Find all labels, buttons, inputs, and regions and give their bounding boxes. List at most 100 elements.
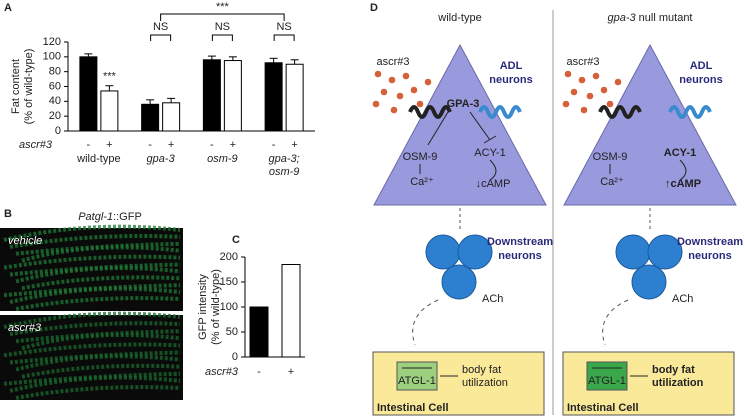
column-title: gpa-3 null mutant <box>607 12 692 24</box>
ligand-label: ascr#3 <box>376 56 409 68</box>
y-tick-label: 20 <box>49 110 61 122</box>
enzyme-label: ATGL-1 <box>398 375 436 387</box>
category-label: osm-9 <box>207 153 238 165</box>
worm <box>15 296 181 311</box>
y-tick-label: 100 <box>220 301 238 313</box>
downstream-neuron <box>631 264 667 300</box>
series-label: + <box>106 139 112 151</box>
significance: *** <box>103 71 117 83</box>
downstream-label: Downstream <box>677 236 743 248</box>
panel-label: B <box>4 208 12 220</box>
panel-label: A <box>4 2 12 14</box>
panel-label: D <box>370 2 378 14</box>
bracket <box>160 13 285 21</box>
dashed-arrow <box>602 299 629 346</box>
enzyme-label: ATGL-1 <box>588 375 626 387</box>
ligand-dot <box>424 78 432 86</box>
inhibition <box>469 111 497 144</box>
significance: NS <box>215 21 230 33</box>
worm <box>15 329 181 344</box>
series-label: - <box>87 139 91 151</box>
panel-label: C <box>232 234 240 246</box>
image-label: vehicle <box>8 235 42 247</box>
worm <box>15 354 181 372</box>
ion-label: Ca²⁺ <box>600 176 624 188</box>
ligand-dot <box>372 100 380 108</box>
camp-label: ↑cAMP <box>665 178 701 190</box>
ligand-label: ascr#3 <box>566 56 599 68</box>
image-title-suffix: ::GFP <box>113 211 142 223</box>
cyclase-label: ACY-1 <box>664 147 696 159</box>
worm <box>21 332 181 351</box>
y-axis-label: (% of wild-type) <box>210 269 222 345</box>
category-label: osm-9 <box>269 166 300 178</box>
bar <box>202 59 221 132</box>
ligand-dot <box>564 70 572 78</box>
significance: NS <box>276 21 291 33</box>
ligand-dot <box>390 106 398 114</box>
series-label: - <box>210 139 214 151</box>
receptor <box>598 105 642 119</box>
ligand-dot <box>388 76 396 84</box>
bar <box>223 60 242 132</box>
neuron-label: ADL <box>500 60 523 72</box>
bar <box>249 306 269 358</box>
arrow <box>679 159 687 181</box>
output-label: utilization <box>462 377 508 389</box>
worm <box>3 224 181 242</box>
series-label: + <box>291 139 297 151</box>
downstream-neuron <box>441 264 477 300</box>
y-tick-label: 0 <box>55 125 61 137</box>
channel-label: OSM-9 <box>403 151 438 163</box>
column-title-rest: null mutant <box>636 12 693 24</box>
category-label: - <box>257 366 261 378</box>
x-axis-label: ascr#3 <box>205 366 239 378</box>
output-label: body fat <box>462 364 501 376</box>
cell-label: Intestinal Cell <box>567 402 639 414</box>
cyclase-label: ACY-1 <box>474 147 505 159</box>
channel-label: OSM-9 <box>593 151 628 163</box>
receptor <box>408 105 452 119</box>
series-label: + <box>168 139 174 151</box>
category-label: + <box>288 366 294 378</box>
y-tick-label: 200 <box>220 251 238 263</box>
receptor <box>478 105 522 119</box>
series-label: + <box>230 139 236 151</box>
worm <box>21 363 181 379</box>
ligand-dot <box>606 100 614 108</box>
y-tick-label: 150 <box>220 276 238 288</box>
significance: *** <box>216 1 230 13</box>
bar <box>100 90 119 132</box>
neuron-label: neurons <box>679 74 722 86</box>
bar <box>79 56 98 132</box>
arrow <box>427 111 449 146</box>
ligand-dot <box>592 72 600 80</box>
y-tick-label: 0 <box>232 351 238 363</box>
neuron-triangle <box>373 43 547 206</box>
ligand-dot <box>410 86 418 94</box>
downstream-label: Downstream <box>487 236 553 248</box>
ligand-dot <box>562 100 570 108</box>
output-label: body fat <box>652 364 695 376</box>
category-label: wild-type <box>76 153 120 165</box>
neuron-label: ADL <box>690 60 713 72</box>
downstream-neuron <box>615 234 651 270</box>
downstream-label: neurons <box>498 250 541 262</box>
enzyme-box <box>396 361 438 391</box>
enzyme-box <box>586 361 628 391</box>
worm <box>3 342 181 358</box>
bar <box>162 102 181 132</box>
bracket <box>150 34 172 41</box>
worm <box>3 311 181 329</box>
worm <box>21 275 181 291</box>
worm <box>21 245 181 263</box>
transmitter-label: ACh <box>672 293 693 305</box>
worm <box>15 266 181 284</box>
significance: NS <box>153 21 168 33</box>
x-axis-label: ascr#3 <box>19 139 53 151</box>
bar <box>141 103 160 132</box>
bar <box>285 63 304 132</box>
neuron-triangle <box>563 43 737 206</box>
series-label: - <box>148 139 152 151</box>
ligand-dot <box>600 86 608 94</box>
